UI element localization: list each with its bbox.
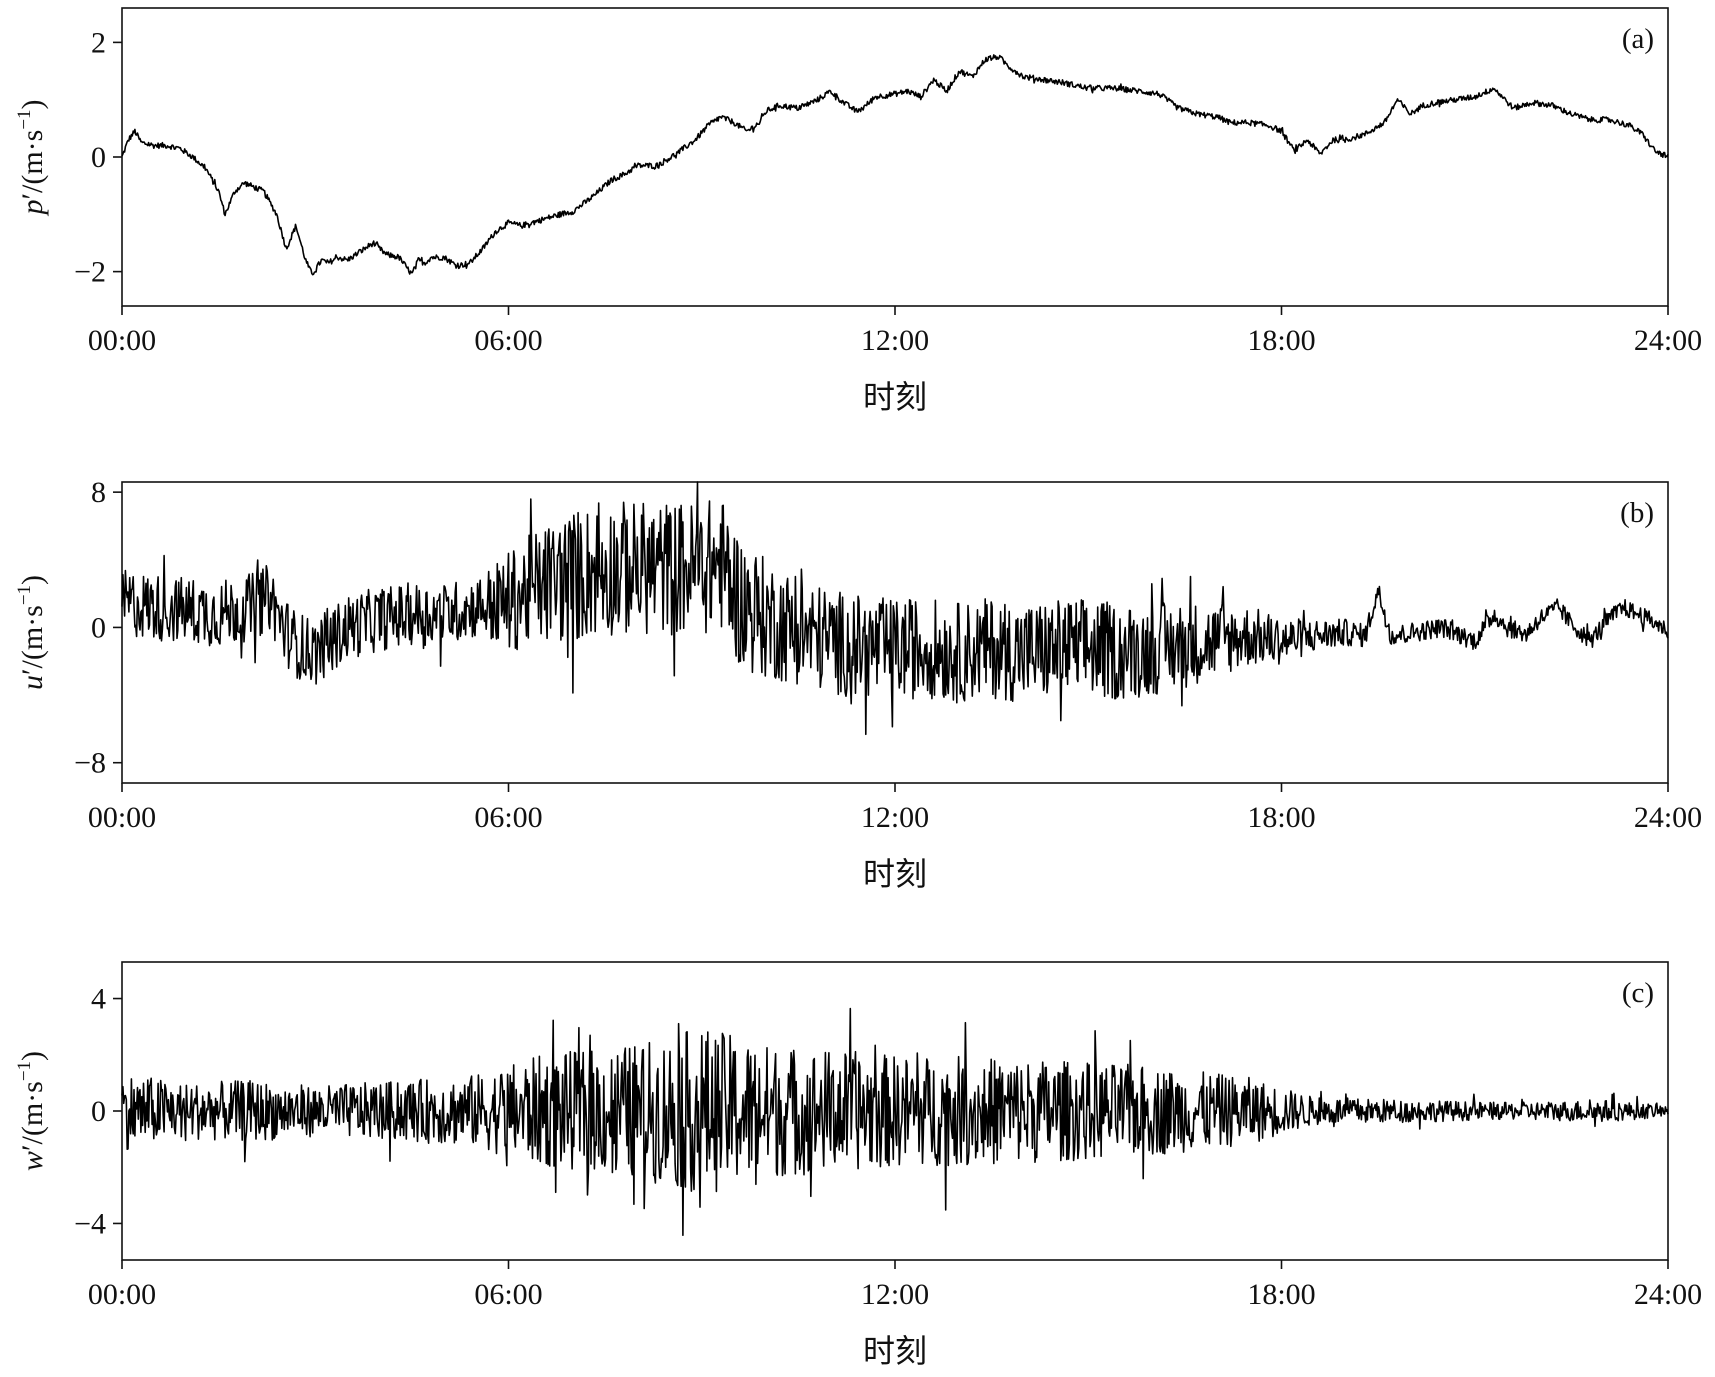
y-axis-prime: ′ [16,1144,49,1151]
x-axis-label: 时刻 [863,379,927,415]
y-axis-unit-close: ) [16,99,49,109]
plot-frame [121,7,1669,307]
y-axis-label: w′/(m·s−1) [14,1051,49,1171]
y-axis-unit-exponent: −1 [14,109,35,129]
x-tick-label: 06:00 [474,801,542,834]
y-tick-label: 0 [91,141,106,174]
x-tick-label: 12:00 [861,801,929,834]
panel-label: (c) [1622,977,1654,1009]
x-tick-label: 00:00 [88,801,156,834]
y-axis-label: u′/(m·s−1) [14,575,49,690]
y-axis-prime: ′ [16,668,49,675]
series-line [121,54,1669,276]
y-tick-label: 0 [91,1095,106,1128]
y-axis-symbol: w [16,1151,49,1171]
x-tick-label: 06:00 [474,1278,542,1311]
x-tick-label: 24:00 [1634,1278,1702,1311]
y-tick-label: −2 [74,256,106,289]
y-axis-unit-close: ) [16,575,49,585]
series-line [121,1007,1669,1236]
x-tick-label: 24:00 [1634,324,1702,357]
panel-c: −4 0 4 00:00 06:00 12:00 18:00 24:00 (c) 时刻 w′… [14,961,1702,1369]
panel-label: (a) [1622,23,1654,55]
panel-b: −8 0 8 00:00 06:00 12:00 18:00 24:00 (b) 时刻 u′… [14,476,1702,892]
y-axis: −2 0 2 [74,26,122,289]
y-axis-label: p′/(m·s−1) [14,99,49,216]
panel-label: (b) [1620,497,1654,529]
x-axis-label: 时刻 [863,856,927,892]
x-axis-label: 时刻 [863,1333,927,1369]
y-axis-prime: ′ [16,193,49,200]
y-axis-unit: /(m·s [16,1081,49,1144]
x-tick-label: 00:00 [88,324,156,357]
y-axis: −8 0 8 [74,476,122,780]
y-tick-label: 2 [91,26,106,59]
series-line [121,481,1669,736]
x-tick-label: 12:00 [861,1278,929,1311]
x-tick-label: 18:00 [1247,801,1315,834]
x-tick-label: 24:00 [1634,801,1702,834]
x-tick-label: 18:00 [1247,324,1315,357]
y-axis-unit: /(m·s [16,130,49,193]
y-axis-unit-exponent: −1 [14,1061,35,1081]
x-axis: 00:00 06:00 12:00 18:00 24:00 [88,783,1702,834]
x-tick-label: 00:00 [88,1278,156,1311]
y-tick-label: 0 [91,611,106,644]
panel-a: −2 0 2 00:00 06:00 12:00 18:00 24:00 (a) 时刻 p′… [14,7,1702,415]
y-tick-label: 4 [91,983,106,1016]
y-tick-label: −8 [74,747,106,780]
y-tick-label: −4 [74,1207,106,1240]
y-tick-label: 8 [91,476,106,509]
y-axis-symbol: u [16,675,49,690]
y-axis-unit-exponent: −1 [14,585,35,605]
y-axis: −4 0 4 [74,983,122,1240]
x-tick-label: 06:00 [474,324,542,357]
y-axis-unit: /(m·s [16,605,49,668]
y-axis-symbol: p [16,200,49,217]
x-axis: 00:00 06:00 12:00 18:00 24:00 [88,1260,1702,1311]
x-tick-label: 18:00 [1247,1278,1315,1311]
x-tick-label: 12:00 [861,324,929,357]
x-axis: 00:00 06:00 12:00 18:00 24:00 [88,306,1702,357]
y-axis-unit-close: ) [16,1051,49,1061]
